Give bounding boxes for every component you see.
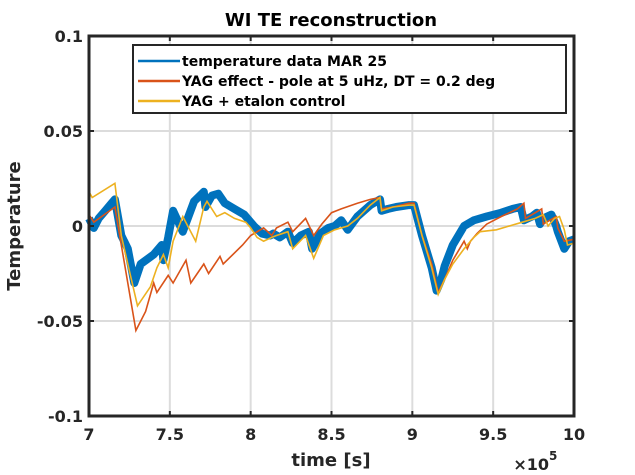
tick-labels: 7 7.5 8 8.5 9 9.5 10 0.1 0.05 0 -0.05 -0.1 <box>37 27 585 444</box>
series-2 <box>88 181 575 308</box>
legend-label-0: temperature data MAR 25 <box>182 54 387 70</box>
x-exponent-label: ×10 <box>513 455 549 474</box>
series-line <box>88 181 575 308</box>
series-layer <box>85 181 576 334</box>
ticks <box>88 35 575 417</box>
x-tick-label: 10 <box>563 425 585 444</box>
x-tick-label: 7 <box>83 425 94 444</box>
legend-label-2: YAG + etalon control <box>181 94 345 110</box>
y-tick-label: 0 <box>72 217 83 236</box>
x-tick-label: 9 <box>407 425 418 444</box>
legend: temperature data MAR 25 YAG effect - pol… <box>132 44 567 114</box>
y-axis-label: Temperature <box>4 161 25 290</box>
x-axis-label: time [s] <box>291 450 370 471</box>
series-line <box>88 196 575 334</box>
y-tick-label: 0.1 <box>55 27 83 46</box>
legend-label-1: YAG effect - pole at 5 uHz, DT = 0.2 deg <box>181 74 495 90</box>
x-exponent-base: ×10 <box>513 455 549 474</box>
y-tick-label: 0.05 <box>44 122 83 141</box>
x-tick-label: 7.5 <box>156 425 184 444</box>
x-tick-label: 8.5 <box>317 425 345 444</box>
x-tick-label: 8 <box>245 425 256 444</box>
y-tick-label: -0.05 <box>37 312 83 331</box>
series-1 <box>88 196 575 334</box>
legend-box <box>132 44 567 114</box>
y-tick-label: -0.1 <box>48 407 83 426</box>
x-tick-label: 9.5 <box>479 425 507 444</box>
x-exponent-power: 5 <box>549 449 557 463</box>
chart-title: WI TE reconstruction <box>225 10 437 31</box>
